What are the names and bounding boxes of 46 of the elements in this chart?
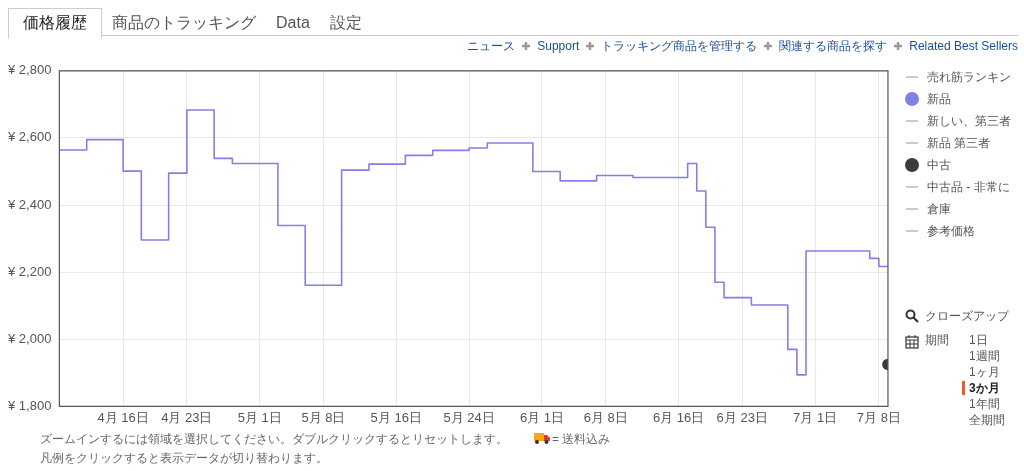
- legend-label: 新しい、第三者: [927, 113, 1011, 130]
- x-tick-label: 6月 8日: [583, 409, 628, 425]
- text: 1ヶ月: [969, 364, 1001, 380]
- legend-label: 新品: [927, 91, 951, 108]
- x-tick-label: 6月 1日: [519, 409, 564, 425]
- x-tick-label: 5月 1日: [237, 409, 282, 425]
- legend-label: 新品 第三者: [927, 135, 991, 152]
- text: 全期間: [969, 412, 1005, 428]
- text: 1日: [969, 332, 989, 348]
- legend-label: 倉庫: [927, 201, 951, 218]
- x-tick-label: 5月 8日: [301, 409, 346, 425]
- text: 設定: [328, 13, 363, 33]
- text: Related Best Sellers: [909, 39, 1018, 53]
- text: 期間: [925, 332, 949, 349]
- y-tick-label: ¥ 1,800: [7, 397, 52, 413]
- text: 関連する商品を探す: [779, 39, 888, 53]
- y-tick-label: ¥ 2,600: [7, 129, 52, 145]
- text: 凡例をクリックすると表示データが切り替わります。: [40, 450, 328, 467]
- x-tick-label: 4月 16日: [97, 409, 149, 425]
- legend-label: 参考価格: [927, 223, 975, 240]
- text: 3か月: [969, 380, 1001, 396]
- x-tick-label: 6月 16日: [652, 409, 705, 425]
- text: Support: [537, 39, 580, 53]
- legend-label: 中古品 - 非常に: [927, 179, 1010, 196]
- text: クローズアップ: [925, 307, 1009, 325]
- legend-label: 売れ筋ランキン: [927, 69, 1011, 86]
- y-tick-label: ¥ 2,400: [7, 196, 52, 212]
- y-tick-label: ¥ 2,200: [7, 263, 52, 279]
- x-tick-label: 7月 8日: [856, 409, 901, 425]
- x-tick-label: 7月 1日: [793, 409, 838, 425]
- text: トラッキング商品を管理する: [601, 39, 758, 53]
- y-tick-label: ¥ 2,800: [7, 62, 52, 78]
- text: 1週間: [969, 348, 1001, 364]
- legend-label: 中古: [927, 157, 951, 174]
- text: ニュース: [467, 39, 516, 53]
- text: 1年間: [969, 396, 1001, 412]
- text: Data: [275, 13, 311, 33]
- x-tick-label: 6月 23日: [716, 409, 768, 425]
- x-tick-label: 5月 16日: [370, 409, 422, 425]
- x-tick-label: 4月 23日: [161, 409, 213, 425]
- y-tick-label: ¥ 2,000: [7, 330, 52, 346]
- text: = 送料込み: [552, 432, 611, 446]
- text: 価格履歴: [8, 8, 102, 39]
- text: ズームインするには領域を選択してください。ダブルクリックするとリセットします。: [40, 432, 508, 446]
- text: 商品のトラッキング: [111, 13, 257, 33]
- x-tick-label: 5月 24日: [443, 409, 495, 425]
